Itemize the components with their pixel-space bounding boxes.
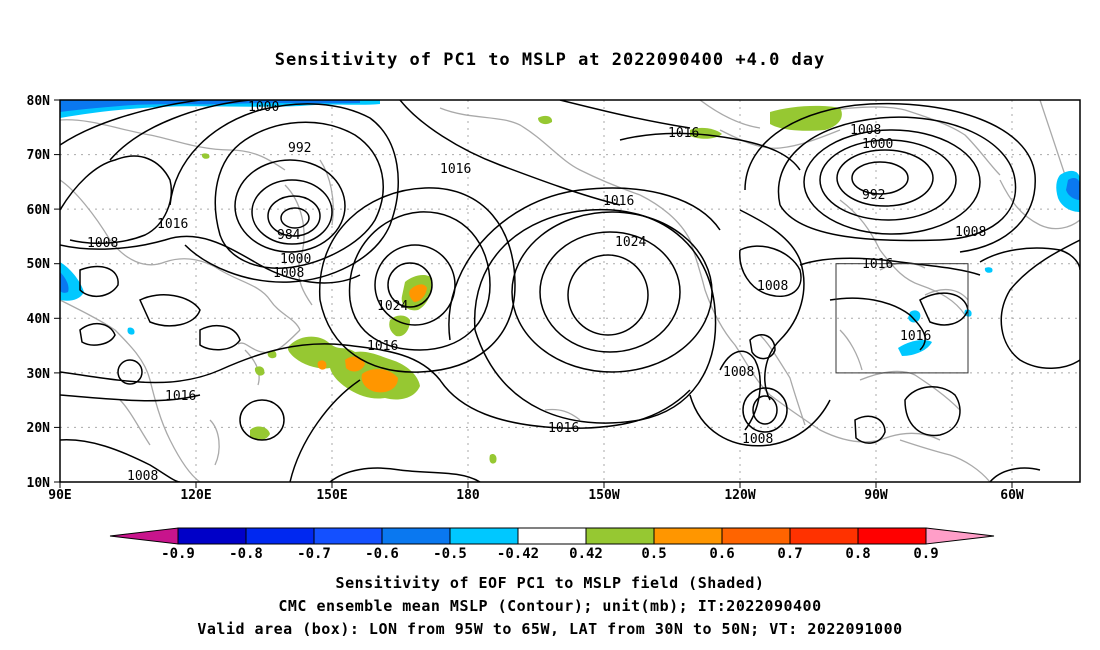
lon-label: 180 bbox=[456, 488, 480, 503]
colorbar-box bbox=[857, 527, 927, 545]
coastlines bbox=[60, 100, 1080, 482]
contour-label: 984 bbox=[277, 228, 301, 243]
colorbar-label: -0.9 bbox=[161, 546, 195, 562]
lon-label: 60W bbox=[1000, 488, 1024, 503]
colorbar-box bbox=[245, 527, 315, 545]
footer-line-2: CMC ensemble mean MSLP (Contour); unit(m… bbox=[278, 597, 822, 615]
lon-label: 150E bbox=[316, 488, 347, 503]
contour-label: 1016 bbox=[367, 339, 398, 354]
latitude-labels: 80N 70N 60N 50N 40N 30N 20N 10N bbox=[27, 94, 51, 491]
contour-label: 1008 bbox=[273, 266, 304, 281]
contour-label: 1008 bbox=[955, 225, 986, 240]
lon-label: 120W bbox=[724, 488, 755, 503]
contour-label: 1016 bbox=[165, 389, 196, 404]
contour-label: 1000 bbox=[862, 137, 893, 152]
lon-label: 150W bbox=[588, 488, 619, 503]
colorbar-box bbox=[789, 527, 859, 545]
colorbar-low-end bbox=[109, 527, 179, 545]
colorbar-box bbox=[585, 527, 655, 545]
contour-labels: 1000 992 984 1000 1008 1008 1016 1016 10… bbox=[87, 100, 986, 484]
contour-label: 992 bbox=[862, 188, 885, 203]
plot-frame bbox=[59, 99, 1081, 483]
colorbar-label: -0.5 bbox=[433, 546, 467, 562]
colorbar-high-end bbox=[925, 527, 995, 545]
footer-line-1: Sensitivity of EOF PC1 to MSLP field (Sh… bbox=[335, 574, 765, 592]
contour-label: 1008 bbox=[850, 123, 881, 138]
lon-label: 90W bbox=[864, 488, 888, 503]
contour-label: 1000 bbox=[280, 252, 311, 267]
lat-label: 40N bbox=[27, 312, 51, 327]
contour-label: 1008 bbox=[87, 236, 118, 251]
colorbar-label: -0.8 bbox=[229, 546, 263, 562]
lat-label: 50N bbox=[27, 257, 51, 272]
valid-area-box bbox=[835, 263, 969, 374]
contour-label: 1016 bbox=[900, 329, 931, 344]
map-title: Sensitivity of PC1 to MSLP at 2022090400… bbox=[274, 50, 826, 70]
contour-label: 1016 bbox=[603, 194, 634, 209]
colorbar: -0.9 -0.8 -0.7 -0.6 -0.5 -0.42 0.42 0.5 … bbox=[109, 527, 995, 562]
contour-label: 1016 bbox=[862, 257, 893, 272]
lat-label: 70N bbox=[27, 148, 51, 163]
plot-area: 1000 992 984 1000 1008 1008 1016 1016 10… bbox=[60, 100, 1080, 484]
lat-label: 80N bbox=[27, 94, 51, 109]
contour-label: 1016 bbox=[157, 217, 188, 232]
contour-label: 1000 bbox=[248, 100, 279, 115]
colorbar-label: 0.8 bbox=[845, 546, 870, 562]
lon-label: 120E bbox=[180, 488, 211, 503]
contour-label: 1024 bbox=[377, 299, 408, 314]
contour-label: 1008 bbox=[127, 469, 158, 484]
mslp-contours bbox=[60, 100, 1080, 482]
contour-label: 1024 bbox=[615, 235, 646, 250]
colorbar-label: 0.5 bbox=[641, 546, 666, 562]
colorbar-label: 0.9 bbox=[913, 546, 938, 562]
contour-label: 992 bbox=[288, 141, 311, 156]
footer-line-3: Valid area (box): LON from 95W to 65W, L… bbox=[197, 620, 903, 638]
colorbar-label: -0.42 bbox=[497, 546, 539, 562]
contour-label: 1008 bbox=[723, 365, 754, 380]
contour-label: 1008 bbox=[742, 432, 773, 447]
colorbar-box bbox=[721, 527, 791, 545]
lat-label: 30N bbox=[27, 367, 51, 382]
colorbar-box bbox=[517, 527, 587, 545]
colorbar-label: 0.7 bbox=[777, 546, 802, 562]
contour-label: 1016 bbox=[440, 162, 471, 177]
contour-label: 1016 bbox=[668, 126, 699, 141]
lon-label: 90E bbox=[48, 488, 71, 503]
contour-label: 1016 bbox=[548, 421, 579, 436]
lat-label: 10N bbox=[27, 476, 51, 491]
colorbar-box bbox=[313, 527, 383, 545]
colorbar-box bbox=[449, 527, 519, 545]
colorbar-label: 0.6 bbox=[709, 546, 734, 562]
colorbar-box bbox=[381, 527, 451, 545]
lat-label: 60N bbox=[27, 203, 51, 218]
colorbar-box bbox=[653, 527, 723, 545]
contour-label: 1008 bbox=[757, 279, 788, 294]
lat-label: 20N bbox=[27, 421, 51, 436]
colorbar-label: -0.6 bbox=[365, 546, 399, 562]
colorbar-label: 0.42 bbox=[569, 546, 603, 562]
colorbar-box bbox=[177, 527, 247, 545]
colorbar-label: -0.7 bbox=[297, 546, 331, 562]
longitude-labels: 90E 120E 150E 180 150W 120W 90W 60W bbox=[48, 488, 1024, 503]
axis-ticks bbox=[54, 99, 1013, 488]
